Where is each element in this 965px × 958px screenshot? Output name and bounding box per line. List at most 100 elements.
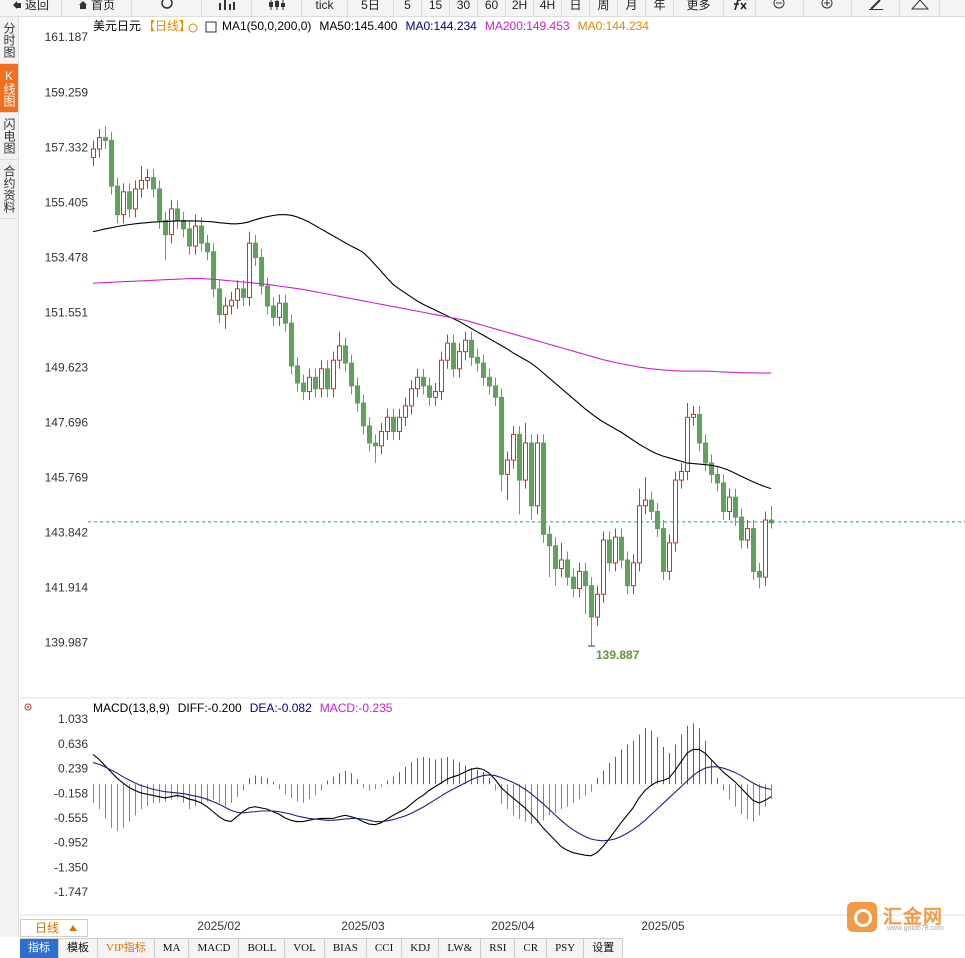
candle-body [703,442,708,464]
candle-body [301,382,306,393]
candle-body [691,413,696,418]
bottom-tab[interactable]: LW& [439,939,482,958]
fx-button[interactable] [724,0,756,16]
candle-body [337,345,342,361]
toolbar-item[interactable]: 月 [618,0,646,16]
period-button-label: 日线 [35,921,60,935]
candle-body [685,416,690,473]
candle-body [451,342,456,370]
home-button[interactable]: 首页 [62,0,132,16]
bottom-tab[interactable]: 模板 [59,939,98,958]
bottom-tab[interactable]: BOLL [239,939,286,958]
macd-icon[interactable] [24,703,32,711]
logo-url: www.gold678.com [887,925,944,932]
y-tick-label: -0.555 [54,811,88,825]
bottom-tab[interactable]: PSY [547,939,585,958]
draw-button[interactable] [852,0,900,16]
period-arrow [69,925,77,931]
candle-button[interactable] [252,0,302,16]
toolbar-item[interactable]: 更多 [674,0,724,16]
candle-body [607,539,612,564]
toolbar-items: tick 5日 5 15 30 60 2H 4H 日周月年更多 [302,0,724,16]
toolbar-item[interactable]: 日 [562,0,590,16]
candle-body [253,242,258,258]
candle-body [733,496,738,518]
candle-body [553,545,558,570]
candle-body [133,188,138,210]
x-tick-label: 2025/05 [641,919,685,933]
y-tick-label: 161.187 [45,30,89,44]
candle-body [325,368,330,390]
toolbar-item[interactable]: 5 [394,0,422,16]
bottom-tab[interactable]: CCI [367,939,403,958]
bottom-tab[interactable]: CR [515,939,548,958]
toolbar-item[interactable]: 15 [422,0,450,16]
bottom-tab[interactable]: 指标 [20,939,59,958]
toolbar-item[interactable]: 30 [450,0,478,16]
bottom-tab[interactable]: BIAS [325,939,367,958]
toolbar-item[interactable]: 4H [534,0,562,16]
toolbar-item[interactable]: 5日 [348,0,394,16]
toolbar-item[interactable]: 周 [590,0,618,16]
bottom-tab[interactable]: VIP指标 [98,939,155,958]
candle-body [367,425,372,444]
macd-line [92,761,772,842]
legend: MA1(50,0,200,0) MA50:145.400 MA0:144.234 MA… [222,19,649,33]
back-button[interactable]: 返回 [0,0,62,16]
candle-body [601,539,606,595]
bottom-tabs: 指标 模板 VIP指标 MA MACD BOLL VOL BIAS CCI KDJ LW& RSI CR… [20,938,624,958]
refresh-button[interactable] [132,0,202,16]
ma-line [92,214,772,490]
bottom-tab[interactable]: MACD [189,939,240,958]
period-label: 【日线】 [143,19,191,33]
logo-icon [847,902,877,932]
low-label: 139.887 [596,648,640,662]
toolbar-item[interactable]: tick [302,0,348,16]
candle-body [121,191,126,216]
y-tick-label: -0.158 [54,786,88,800]
bottom-tab[interactable]: KDJ [402,939,440,958]
side-tab[interactable]: K线图 [0,64,18,113]
bottom-tab[interactable]: MA [155,939,190,958]
shape-button[interactable] [900,0,940,16]
candle-body [517,433,522,481]
y-tick-label: -0.952 [54,836,88,850]
candle-body [499,396,504,475]
legend: MACD(13,8,9) DIFF:-0.200 DEA:-0.082 MACD:-0… [93,701,393,715]
legend-item: MA0:144.234 [405,19,477,33]
bars-button[interactable] [202,0,252,16]
y-tick-label: 0.239 [58,762,88,776]
side-tab[interactable]: 合约资料 [0,160,18,219]
candle-body [463,339,468,353]
side-tabs: 分时图 K线图 闪电图 合约资料 [0,17,19,937]
bottom-tab[interactable]: RSI [481,939,516,958]
candle-body [457,351,462,370]
period-button[interactable]: 日线 [20,919,88,937]
logo: 汇金网 www.gold678.com [845,900,960,936]
side-tab[interactable]: 分时图 [0,17,18,64]
candle-body [157,188,162,221]
indicator-icon[interactable] [205,21,217,33]
y-tick-label: 159.259 [45,85,89,99]
zoom-out-button[interactable] [756,0,804,16]
candle-body [187,228,192,247]
toolbar-item[interactable]: 年 [646,0,674,16]
candle-body [721,482,726,512]
add-icon[interactable] [188,23,198,33]
candle-body [151,177,156,190]
y-tick-label: 149.623 [45,360,89,374]
candle-body [739,516,744,541]
bottom-tab[interactable]: 设置 [584,939,624,958]
candle-body [283,302,288,324]
toolbar-item[interactable]: 60 [478,0,506,16]
candle-body [625,559,630,587]
zoom-in-button[interactable] [804,0,852,16]
bottom-tab[interactable]: VOL [285,939,325,958]
candle-body [445,342,450,361]
side-tab[interactable]: 闪电图 [0,113,18,160]
candle-body [241,288,246,298]
candle-body [577,570,582,590]
candle-body [673,479,678,544]
candle-body [403,405,408,418]
toolbar-item[interactable]: 2H [506,0,534,16]
